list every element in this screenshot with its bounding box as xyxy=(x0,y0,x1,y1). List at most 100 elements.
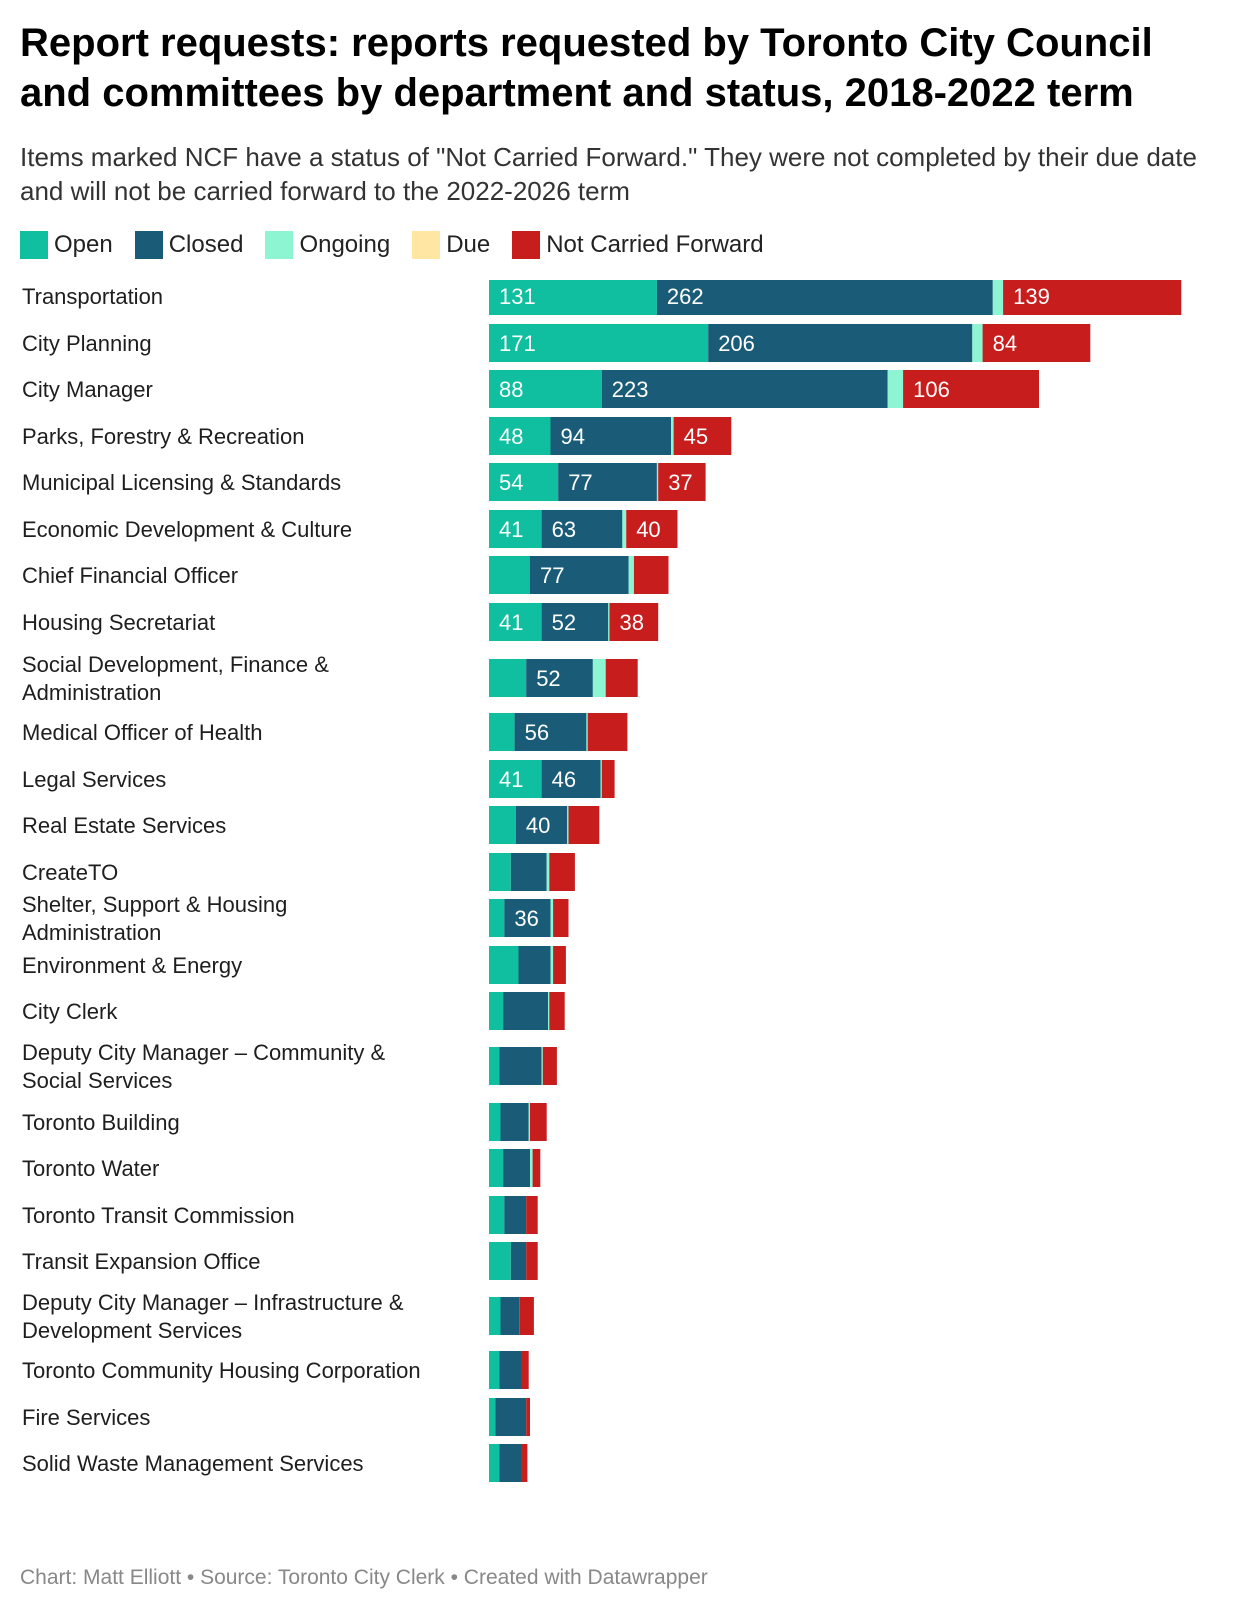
category-label: City Manager xyxy=(22,377,153,402)
data-label-closed: 52 xyxy=(552,610,576,635)
category-label: CreateTO xyxy=(22,860,118,885)
bar-segment-closed xyxy=(504,1196,527,1234)
category-label: Municipal Licensing & Standards xyxy=(22,470,341,495)
bar-segment-open xyxy=(489,713,515,751)
bar-segment-ongoing xyxy=(656,463,659,501)
bar-segment-closed xyxy=(518,946,551,984)
data-label-not-carried-forward: 38 xyxy=(620,610,644,635)
bar-row-fire-services: Fire Services xyxy=(22,1398,530,1436)
bar-segment-open xyxy=(489,1196,505,1234)
category-label: Medical Officer of Health xyxy=(22,720,262,745)
bar-segment-closed xyxy=(550,417,671,455)
bar-segment-not-carried-forward xyxy=(521,1444,528,1482)
category-label: Chief Financial Officer xyxy=(22,563,238,588)
bar-segment-open xyxy=(489,280,657,315)
category-label: City Planning xyxy=(22,331,152,356)
bar-segment-open xyxy=(489,946,519,984)
bar-segment-closed xyxy=(503,1149,530,1187)
bar-row-toronto-community-housing-corporation: Toronto Community Housing Corporation xyxy=(22,1351,529,1389)
bar-segment-closed xyxy=(541,760,601,798)
bar-row-chief-financial-officer: Chief Financial Officer 77 xyxy=(22,556,669,594)
bar-row-transportation: Transportation 131 262 139 xyxy=(22,280,1182,315)
bar-segment-closed xyxy=(500,1297,520,1335)
data-label-closed: 36 xyxy=(514,906,538,931)
legend-swatch-ongoing xyxy=(265,231,294,259)
category-label: Shelter, Support & Housing Administration xyxy=(22,892,287,945)
bar-segment-closed xyxy=(504,899,551,937)
category-label: Deputy City Manager – Infrastructure & De… xyxy=(22,1290,404,1343)
bar-segment-closed xyxy=(526,659,593,697)
data-label-not-carried-forward: 139 xyxy=(1013,284,1050,309)
bar-segment-open xyxy=(489,1297,501,1335)
category-label: Legal Services xyxy=(22,767,166,792)
bar-segment-not-carried-forward xyxy=(673,417,732,455)
bar-segment-closed xyxy=(503,992,548,1030)
bar-segment-closed xyxy=(558,463,657,501)
bar-segment-ongoing xyxy=(622,510,627,548)
bar-segment-not-carried-forward xyxy=(542,1047,557,1085)
bar-row-municipal-licensing-standards: Municipal Licensing & Standards 54 77 37 xyxy=(22,463,706,501)
bar-segment-ongoing xyxy=(600,760,602,798)
data-label-open: 48 xyxy=(499,424,523,449)
bar-segment-closed xyxy=(601,370,888,408)
bar-segment-ongoing xyxy=(972,324,983,362)
bar-row-shelter-support-housing-administration: Shelter, Support & Housing Administration… xyxy=(22,892,569,945)
data-label-not-carried-forward: 106 xyxy=(913,377,950,402)
bar-segment-open xyxy=(489,370,602,408)
bar-row-deputy-city-manager-infrastructure-development-services: Deputy City Manager – Infrastructure & De… xyxy=(22,1290,534,1343)
bar-segment-open xyxy=(489,760,542,798)
bar-segment-closed xyxy=(656,280,993,315)
bar-segment-closed xyxy=(495,1398,527,1436)
data-label-open: 41 xyxy=(499,767,523,792)
bar-segment-ongoing xyxy=(567,806,569,844)
bar-segment-not-carried-forward xyxy=(903,370,1039,408)
bar-segment-not-carried-forward xyxy=(568,806,600,844)
data-label-closed: 52 xyxy=(536,666,560,691)
bar-segment-not-carried-forward xyxy=(526,1242,538,1280)
bar-segment-open xyxy=(489,510,542,548)
legend-item-open: Open xyxy=(20,231,113,259)
legend-item-ongoing: Ongoing xyxy=(265,231,390,259)
chart-title: Report requests: reports requested by To… xyxy=(20,21,1153,115)
bar-row-city-clerk: City Clerk xyxy=(22,992,565,1030)
bar-segment-not-carried-forward xyxy=(633,556,669,594)
bar-segment-not-carried-forward xyxy=(530,1103,547,1141)
bar-segment-ongoing xyxy=(992,280,1004,315)
bar-row-medical-officer-of-health: Medical Officer of Health 56 xyxy=(22,713,628,751)
bar-segment-open xyxy=(489,417,551,455)
bar-row-createto: CreateTO xyxy=(22,853,575,891)
bar-segment-not-carried-forward xyxy=(549,853,575,891)
bar-segment-closed xyxy=(515,806,568,844)
bar-segment-closed xyxy=(510,853,547,891)
bar-row-housing-secretariat: Housing Secretariat 41 52 38 xyxy=(22,603,659,641)
category-label: Toronto Water xyxy=(22,1156,159,1181)
category-label: Toronto Transit Commission xyxy=(22,1203,295,1228)
legend-label-closed: Closed xyxy=(168,231,244,258)
legend-label-due: Due xyxy=(446,231,491,258)
legend-label-ongoing: Ongoing xyxy=(299,231,391,258)
bar-segment-ongoing xyxy=(586,713,588,751)
bar-segment-not-carried-forward xyxy=(605,659,638,697)
data-label-open: 171 xyxy=(499,331,536,356)
bar-segment-closed xyxy=(500,1103,529,1141)
bar-segment-not-carried-forward xyxy=(609,603,659,641)
category-label: Environment & Energy xyxy=(22,953,242,978)
legend-item-not-carried-forward: Not Carried Forward xyxy=(512,231,764,259)
bar-segment-open xyxy=(489,1444,500,1482)
bar-segment-not-carried-forward xyxy=(526,1196,538,1234)
bar-segment-closed xyxy=(499,1444,522,1482)
data-label-closed: 56 xyxy=(525,720,549,745)
data-label-not-carried-forward: 84 xyxy=(993,331,1017,356)
legend-item-due: Due xyxy=(412,231,490,259)
data-label-closed: 77 xyxy=(568,470,592,495)
category-label: Housing Secretariat xyxy=(22,610,215,635)
bar-row-solid-waste-management-services: Solid Waste Management Services xyxy=(22,1444,528,1482)
category-label: Economic Development & Culture xyxy=(22,517,352,542)
data-label-open: 131 xyxy=(499,284,536,309)
bar-segment-closed xyxy=(510,1242,527,1280)
bar-segment-ongoing xyxy=(671,417,674,455)
bar-row-economic-development-culture: Economic Development & Culture 41 63 40 xyxy=(22,510,678,548)
legend-swatch-due xyxy=(412,231,441,259)
data-label-not-carried-forward: 37 xyxy=(668,470,692,495)
bar-segment-not-carried-forward xyxy=(601,760,615,798)
